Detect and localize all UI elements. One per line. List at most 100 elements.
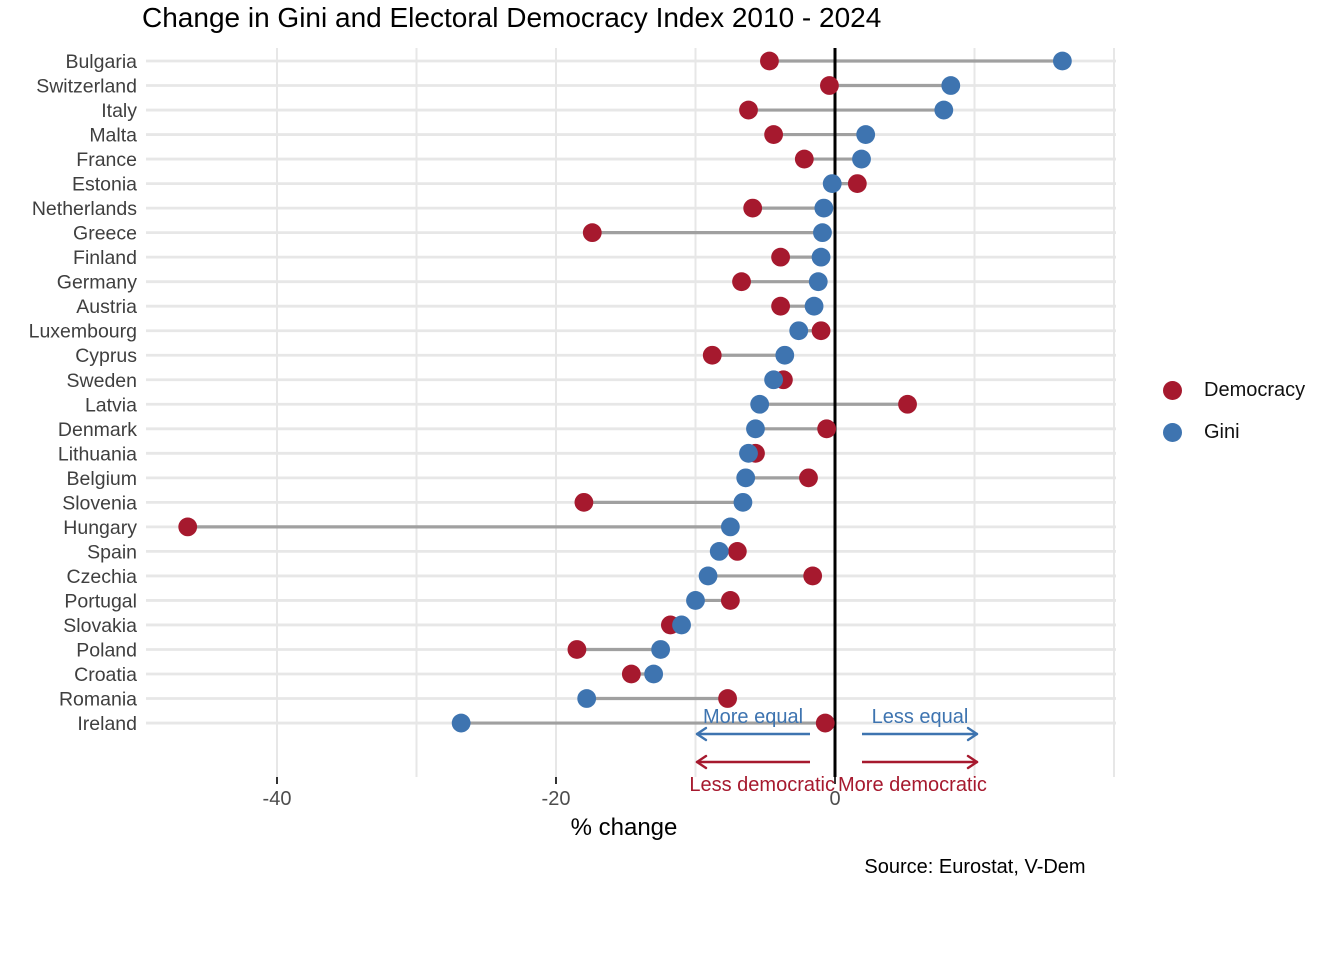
legend-item-gini: Gini xyxy=(1155,411,1340,453)
dot-gini xyxy=(733,492,753,512)
country-label: Poland xyxy=(76,639,137,661)
legend-item-democracy: Democracy xyxy=(1155,369,1340,411)
country-label: Sweden xyxy=(67,370,137,392)
dot-democracy xyxy=(817,419,837,439)
dot-gini xyxy=(775,345,795,365)
dot-democracy xyxy=(847,174,867,194)
dot-gini xyxy=(764,370,784,390)
dot-gini xyxy=(644,664,664,684)
country-label: Finland xyxy=(73,247,137,269)
x-tick-label: 0 xyxy=(829,788,840,810)
dot-gini xyxy=(941,76,961,95)
dot-democracy xyxy=(720,591,740,610)
less-democratic-arrow-icon xyxy=(695,754,810,770)
dot-democracy xyxy=(567,640,587,659)
country-label: France xyxy=(76,149,137,171)
dot-gini xyxy=(804,296,824,316)
gini-dot-icon xyxy=(1163,422,1182,442)
dot-gini xyxy=(813,223,832,243)
country-label: Bulgaria xyxy=(65,51,137,73)
dot-democracy xyxy=(771,247,790,267)
dot-gini xyxy=(720,517,740,537)
country-label: Greece xyxy=(73,223,137,245)
country-label: Luxembourg xyxy=(29,321,137,343)
dot-gini xyxy=(686,591,705,610)
country-label: Slovakia xyxy=(63,615,137,637)
annotation-less-equal: Less equal xyxy=(871,706,969,728)
dot-gini xyxy=(709,542,729,561)
dot-gini xyxy=(750,394,770,414)
dot-gini xyxy=(808,272,828,292)
x-tick-label: -40 xyxy=(263,788,292,810)
country-label: Cyprus xyxy=(75,345,137,367)
country-label: Denmark xyxy=(58,419,137,441)
dot-democracy xyxy=(732,272,751,292)
annotation-more-equal: More equal xyxy=(702,706,804,728)
dot-democracy xyxy=(739,100,758,120)
dot-gini xyxy=(934,100,954,120)
dot-democracy xyxy=(794,149,814,169)
dot-gini xyxy=(698,566,718,586)
country-label: Ireland xyxy=(77,713,137,735)
country-label: Spain xyxy=(87,541,137,563)
dot-democracy xyxy=(702,345,722,365)
less-equal-arrow-icon xyxy=(862,726,979,742)
dot-gini xyxy=(1052,51,1072,71)
more-equal-arrow-icon xyxy=(695,726,810,742)
dot-democracy xyxy=(743,198,763,218)
dot-democracy xyxy=(898,394,917,414)
country-label: Portugal xyxy=(64,590,137,612)
country-label: Italy xyxy=(101,100,137,122)
dot-gini xyxy=(856,125,876,144)
country-label: Romania xyxy=(59,689,137,711)
x-tick-label: -20 xyxy=(542,788,571,810)
dot-gini xyxy=(822,174,842,194)
country-label: Lithuania xyxy=(58,443,137,465)
annotation-less-democratic: Less democratic xyxy=(689,774,835,796)
dot-democracy xyxy=(760,51,779,71)
x-axis-label: % change xyxy=(570,814,678,841)
dot-democracy xyxy=(718,689,737,708)
country-label: Switzerland xyxy=(36,76,137,98)
dot-gini xyxy=(451,713,471,733)
dot-democracy xyxy=(771,296,790,316)
dot-gini xyxy=(814,198,834,218)
dot-democracy xyxy=(815,713,835,733)
dot-democracy xyxy=(727,542,747,561)
legend-label-democracy: Democracy xyxy=(1204,378,1306,401)
country-label: Netherlands xyxy=(32,198,137,220)
dot-gini xyxy=(746,419,765,439)
country-label: Malta xyxy=(89,125,137,147)
country-label: Austria xyxy=(76,296,137,318)
country-label: Belgium xyxy=(67,468,137,490)
dot-gini xyxy=(577,689,597,708)
dot-democracy xyxy=(574,492,594,512)
country-label: Germany xyxy=(57,272,137,294)
dot-democracy xyxy=(621,664,641,684)
dot-gini xyxy=(739,443,758,463)
country-label: Slovenia xyxy=(62,492,137,514)
legend-label-gini: Gini xyxy=(1204,420,1240,443)
dot-democracy xyxy=(799,468,818,488)
more-democratic-arrow-icon xyxy=(862,754,979,770)
dot-democracy xyxy=(820,76,839,95)
dot-gini xyxy=(789,321,809,341)
country-label: Croatia xyxy=(74,664,137,686)
dot-democracy xyxy=(811,321,831,341)
dot-democracy xyxy=(582,223,602,243)
source-caption: Source: Eurostat, V-Dem xyxy=(864,856,1086,878)
dot-gini xyxy=(651,640,671,659)
dot-democracy xyxy=(764,125,784,144)
dot-gini xyxy=(811,247,831,267)
country-label: Hungary xyxy=(63,517,137,539)
country-label: Latvia xyxy=(85,394,137,416)
chart-title: Change in Gini and Electoral Democracy I… xyxy=(142,2,882,33)
country-label: Czechia xyxy=(67,566,138,588)
dot-gini xyxy=(672,615,691,635)
dot-gini xyxy=(736,468,756,488)
annotation-more-democratic: More democratic xyxy=(838,774,987,796)
dot-gini xyxy=(852,149,871,169)
legend: Democracy Gini xyxy=(1155,369,1340,453)
